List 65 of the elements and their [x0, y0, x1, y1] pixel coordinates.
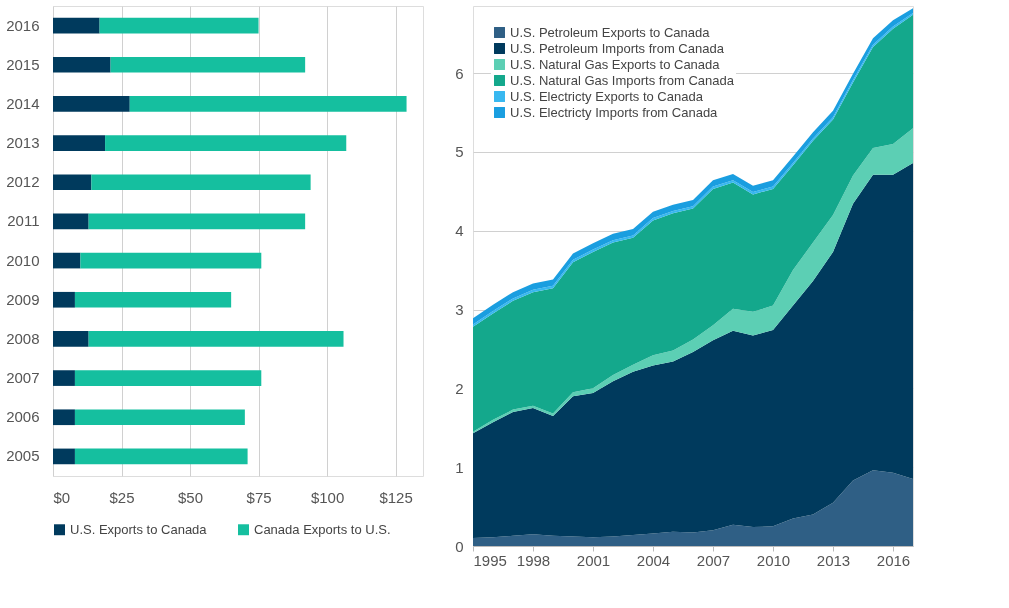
bar — [99, 17, 259, 34]
bar — [53, 409, 75, 426]
y-tick-label: 0 — [455, 537, 464, 555]
x-tick-label: $75 — [246, 488, 272, 506]
x-tick-label: $50 — [178, 488, 204, 506]
legend-label: U.S. Natural Gas Exports to Canada — [510, 56, 721, 72]
y-tick-label: 2014 — [6, 94, 40, 112]
bar — [88, 213, 306, 230]
bar — [105, 135, 347, 151]
y-tick-label: 2005 — [6, 447, 40, 465]
legend-label: U.S. Natural Gas Imports from Canada — [510, 72, 735, 88]
legend-label: Canada Exports to U.S. — [254, 521, 391, 537]
bar — [74, 370, 262, 386]
bar — [80, 252, 262, 269]
bar — [88, 331, 344, 347]
legend-label: U.S. Electricty Imports from Canada — [510, 104, 719, 120]
x-tick-label: 1998 — [516, 551, 551, 569]
bar — [53, 291, 75, 308]
x-tick-label: 2004 — [636, 551, 671, 569]
legend-label: U.S. Electricty Exports to Canada — [510, 88, 704, 104]
legend-label: U.S. Petroleum Exports to Canada — [510, 24, 711, 40]
bar — [74, 291, 232, 308]
bar — [74, 448, 248, 465]
x-tick-label: $25 — [109, 488, 135, 506]
y-tick-label: 5 — [455, 143, 464, 161]
bar — [53, 213, 89, 230]
x-tick-label: 2013 — [816, 551, 851, 569]
bar — [53, 448, 75, 465]
y-tick-label: 4 — [455, 222, 464, 240]
y-tick-label: 6 — [455, 64, 464, 82]
x-tick-label: 1995 — [473, 551, 507, 569]
y-tick-label: 2015 — [6, 55, 40, 73]
y-tick-label: 2012 — [6, 173, 40, 191]
y-tick-label: 2006 — [6, 408, 40, 426]
legend-label: U.S. Exports to Canada — [70, 521, 208, 537]
y-tick-label: 3 — [455, 301, 464, 318]
y-tick-label: 2016 — [6, 16, 40, 34]
y-tick-label: 2 — [455, 379, 464, 397]
bar — [53, 174, 92, 191]
bar — [53, 252, 81, 269]
bar — [129, 96, 407, 112]
bar — [53, 96, 130, 112]
bar — [91, 174, 311, 191]
y-tick-label: 2013 — [6, 134, 40, 152]
x-tick-label: 2001 — [576, 551, 611, 569]
x-tick-label: $0 — [53, 488, 71, 506]
bar — [53, 370, 75, 386]
bar — [53, 56, 111, 73]
x-tick-label: 2010 — [756, 551, 791, 569]
y-tick-label: 2008 — [6, 329, 40, 347]
x-tick-label: $100 — [310, 488, 345, 506]
bar — [53, 17, 100, 34]
y-tick-label: 2011 — [7, 212, 40, 230]
y-tick-label: 2009 — [6, 290, 40, 308]
x-tick-label: $125 — [379, 488, 413, 506]
x-tick-label: 2016 — [876, 551, 911, 569]
x-tick-label: 2007 — [696, 551, 731, 569]
bar — [74, 409, 245, 426]
legend-label: U.S. Petroleum Imports from Canada — [510, 40, 725, 56]
y-tick-label: 2007 — [6, 369, 40, 387]
bar — [53, 135, 106, 151]
y-tick-label: 1 — [455, 458, 464, 476]
bar — [110, 56, 306, 73]
bar — [53, 331, 89, 347]
y-tick-label: 2010 — [6, 251, 40, 269]
